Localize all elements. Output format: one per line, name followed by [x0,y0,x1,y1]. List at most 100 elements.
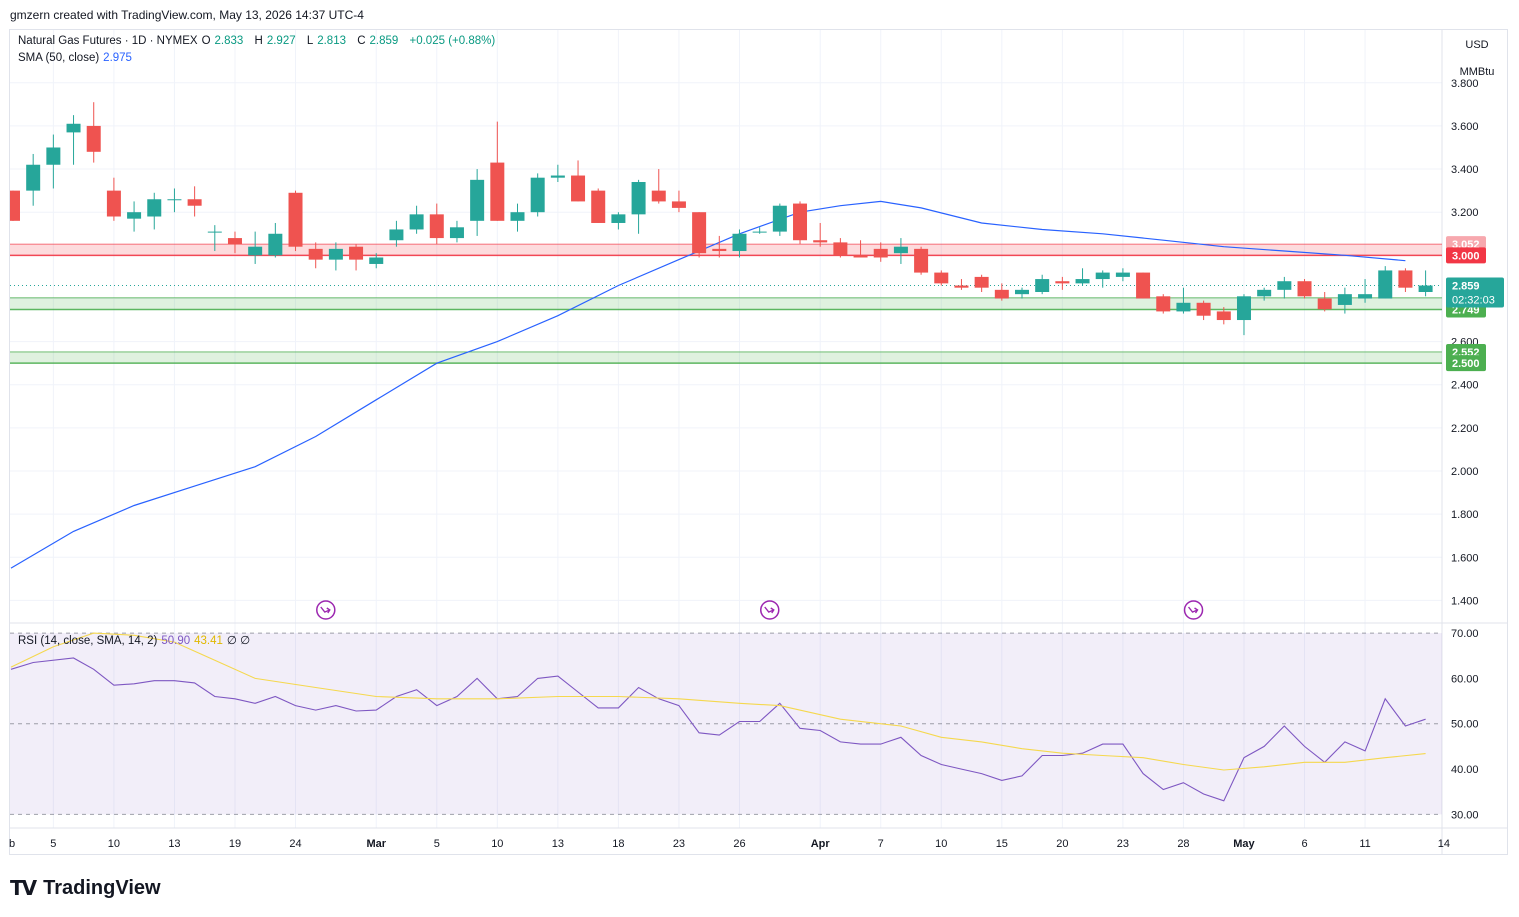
rsi-extra: ∅ ∅ [226,635,251,647]
candle[interactable] [1277,276,1292,299]
candle[interactable] [328,242,343,271]
candle-body [1055,281,1070,284]
candle[interactable] [530,173,545,217]
candle[interactable] [1115,268,1130,282]
candle[interactable] [1337,287,1352,314]
candle-body [127,212,142,219]
time-tick-label: 18 [612,838,624,850]
candle[interactable] [914,246,929,275]
candle[interactable] [1257,287,1272,301]
candle-body [914,248,929,273]
candle[interactable] [591,188,606,223]
candle[interactable] [389,220,404,247]
candle[interactable] [26,153,41,206]
candle[interactable] [1176,287,1191,314]
candle[interactable] [893,238,908,264]
candle[interactable] [833,238,848,258]
candle[interactable] [934,270,949,286]
candle[interactable] [308,242,323,269]
candle[interactable] [127,201,142,232]
candle[interactable] [1035,274,1050,295]
candle[interactable] [1075,268,1090,286]
unit-label[interactable]: MMBtu [1459,66,1495,78]
time-tick-label: 7 [878,838,884,850]
high-label: H [254,35,263,47]
candle[interactable] [1236,294,1251,336]
candle[interactable] [1095,270,1110,288]
candle[interactable] [167,188,182,213]
arrow-circle-icon[interactable] [760,600,780,620]
price-tick-label: 2.400 [1451,380,1479,392]
rsi-legend[interactable]: RSI (14, close, SMA, 14, 2) 50.90 43.41 ∅ ∅ [18,633,254,647]
candle[interactable] [369,253,384,269]
candle[interactable] [46,134,61,189]
sma-legend[interactable]: SMA (50, close) 2.975 [18,52,136,64]
candle-body [772,205,787,232]
candle[interactable] [772,203,787,236]
candle[interactable] [813,222,828,247]
candle[interactable] [1136,272,1151,299]
candle[interactable] [227,231,242,254]
candle[interactable] [248,231,263,264]
candle[interactable] [692,212,707,258]
time-tick-label: 10 [935,838,947,850]
candle[interactable] [207,225,222,252]
candle[interactable] [1015,287,1029,299]
candle[interactable] [1297,279,1312,299]
candle[interactable] [853,240,868,258]
candle[interactable] [66,115,81,165]
candle[interactable] [974,274,989,292]
candle[interactable] [631,179,646,234]
candle-body [227,238,242,245]
candle[interactable] [187,186,202,217]
resistance-price-label-strong-bg[interactable] [1446,247,1486,264]
candle[interactable] [954,279,969,290]
candle[interactable] [873,242,888,262]
support-price-label-bg[interactable] [1446,355,1486,372]
candle[interactable] [86,102,101,163]
arrow-circle-icon[interactable] [316,600,336,620]
candle[interactable] [651,169,666,204]
candle-body [1216,311,1231,321]
candle[interactable] [429,203,444,245]
candle[interactable] [106,177,121,221]
candle[interactable] [1378,266,1393,299]
candle[interactable] [510,203,525,232]
scale-unit-box[interactable]: USD MMBtu [1448,32,1506,86]
candle[interactable] [490,121,505,221]
current-price-badge[interactable] [1446,277,1504,308]
candle[interactable] [1196,300,1211,321]
candle[interactable] [470,169,485,236]
currency-label[interactable]: USD [1465,39,1489,51]
candle[interactable] [752,227,767,234]
candle[interactable] [6,190,20,221]
candle[interactable] [671,190,686,213]
candle[interactable] [449,220,464,243]
candle[interactable] [1156,294,1171,314]
tradingview-logo[interactable]: TV TradingView [10,876,161,900]
candle[interactable] [994,283,1009,301]
symbol-title[interactable]: Natural Gas Futures · 1D · NYMEX [18,35,198,47]
candle[interactable] [268,222,283,258]
candle[interactable] [1317,292,1332,312]
candle[interactable] [288,190,303,252]
candle[interactable] [1358,279,1373,303]
candle[interactable] [1398,268,1413,292]
candle[interactable] [1418,270,1433,297]
candle-body [147,199,162,217]
candle[interactable] [611,212,626,230]
candle[interactable] [571,160,586,202]
candle[interactable] [147,192,162,230]
candle-body [369,257,384,264]
candle[interactable] [550,164,565,182]
candle[interactable] [1216,307,1231,325]
candle[interactable] [1055,276,1070,290]
candle[interactable] [349,244,364,271]
arrow-circle-icon[interactable] [1183,600,1204,620]
candle[interactable] [793,201,808,245]
candle[interactable] [712,235,727,258]
candle[interactable] [732,229,747,258]
candle-body [1075,279,1090,284]
candle[interactable] [409,205,424,234]
